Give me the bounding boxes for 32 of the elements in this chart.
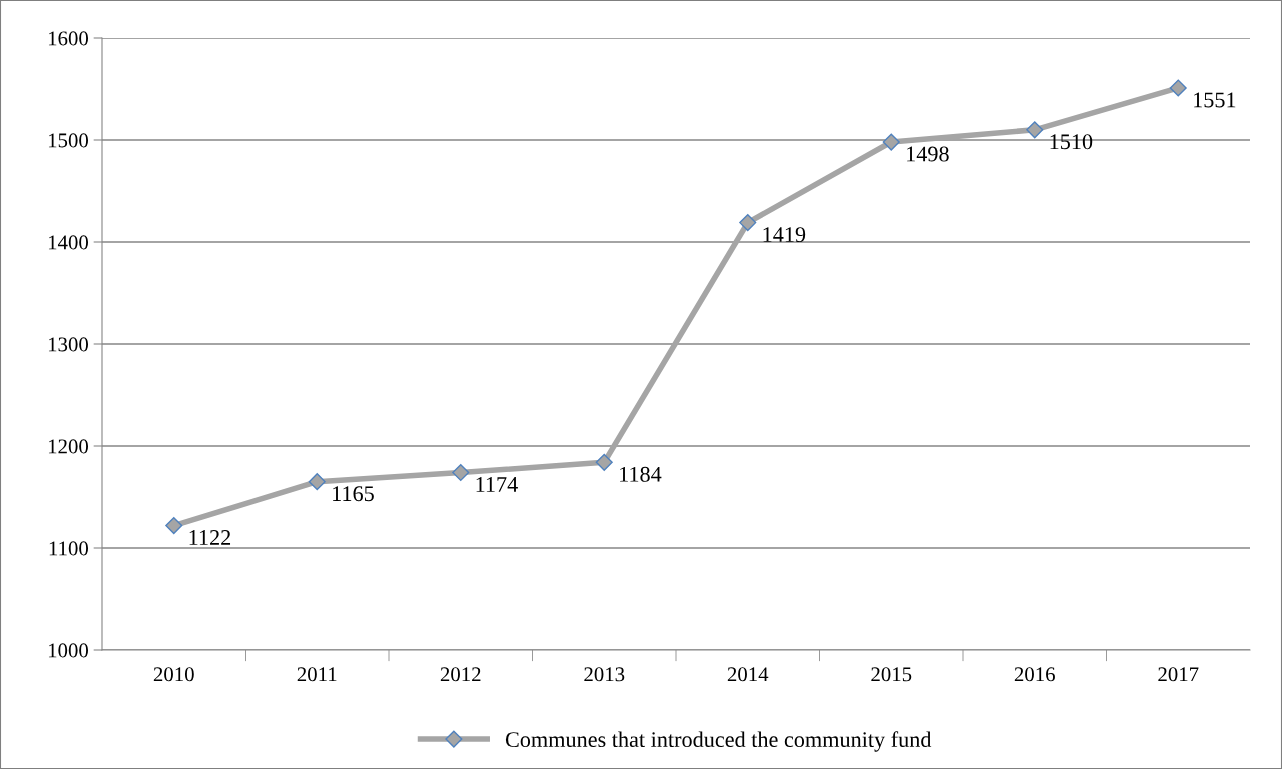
point [308, 473, 326, 491]
data-label: 1551 [1194, 92, 1236, 108]
y-tick-label: 1300 [48, 337, 89, 352]
x-tick-label: 2012 [440, 667, 481, 682]
y-tick-label: 1200 [48, 439, 89, 454]
data-label: 1122 [189, 530, 231, 545]
data-label: 1419 [763, 227, 806, 243]
point [595, 453, 613, 471]
x-tick-label: 2015 [871, 667, 912, 682]
x-tick-label: 2016 [1014, 667, 1055, 682]
data-label: 1165 [333, 486, 374, 502]
point [165, 517, 183, 535]
y-tick-label: 1600 [48, 31, 89, 46]
point [739, 214, 757, 232]
point [882, 133, 900, 151]
y-tick-label: 1400 [48, 235, 89, 250]
x-tick-label: 2011 [297, 667, 337, 682]
point [1169, 79, 1187, 97]
x-tick-label: 2017 [1158, 667, 1199, 682]
y-tick-label: 1500 [48, 133, 89, 148]
data-label: 1510 [1050, 134, 1093, 150]
y-tick-label: 1000 [48, 643, 89, 658]
x-tick-label: 2010 [153, 667, 194, 682]
data-label: 1174 [476, 477, 518, 492]
point [452, 463, 470, 482]
data-label: 1184 [620, 466, 662, 482]
point [1026, 121, 1044, 139]
x-tick-label: 2013 [584, 667, 625, 682]
y-tick-label: 1100 [49, 541, 89, 556]
legend-label: Communes that introduced the community fund [505, 731, 932, 752]
data-label: 1498 [907, 146, 949, 162]
x-tick-label: 2014 [727, 667, 769, 682]
